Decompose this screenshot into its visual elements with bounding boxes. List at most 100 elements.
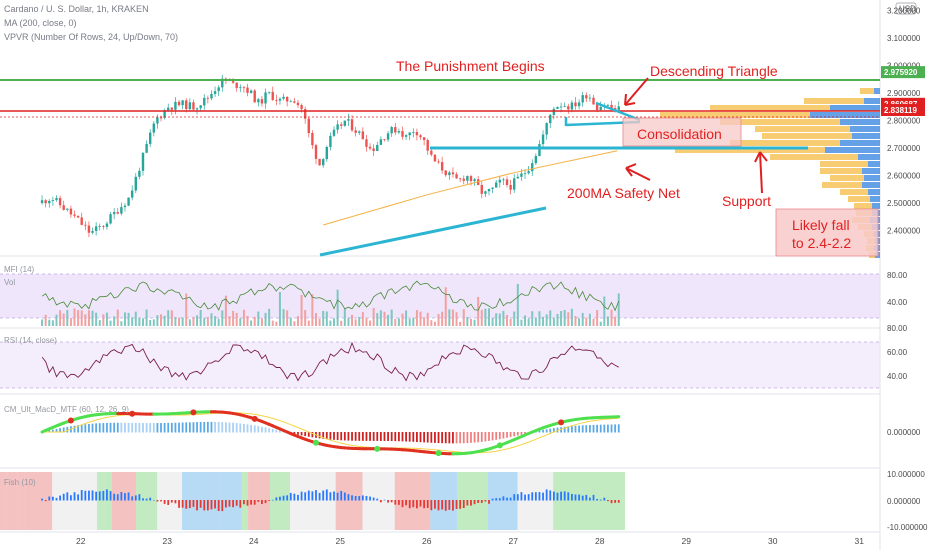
volume-bar	[278, 292, 281, 326]
macd-bar	[542, 429, 544, 433]
volume-bar	[289, 317, 292, 326]
macd-bar	[170, 422, 173, 433]
macd-axis-tick: 0.000000	[887, 428, 921, 437]
volume-bar	[408, 318, 411, 326]
candle	[455, 172, 458, 179]
vpvr-row	[830, 175, 880, 181]
volume-bar	[426, 312, 429, 326]
macd-bar	[405, 432, 407, 442]
fish-bar	[589, 497, 591, 501]
volume-bar	[484, 308, 487, 326]
macd-bar	[120, 422, 123, 433]
fish-bar	[113, 493, 116, 501]
vpvr-row	[804, 98, 880, 104]
volume-bar	[560, 311, 563, 326]
candle	[592, 94, 595, 105]
vpvr-row	[854, 203, 880, 209]
vpvr-row	[770, 154, 880, 160]
consolidation-label: Consolidation	[637, 126, 722, 142]
price-axis[interactable]: 3.200000 3.100000 3.000000 2.900000 2.800000…	[887, 7, 921, 236]
candle	[606, 103, 610, 107]
fish-band	[52, 472, 98, 530]
volume-bar	[545, 314, 548, 326]
volume-bar	[98, 320, 101, 326]
volume-bar	[585, 317, 588, 326]
title-annotation: The Punishment Begins	[396, 58, 545, 74]
fish-bar	[452, 500, 454, 511]
macd-bar	[91, 423, 94, 433]
fish-bar	[455, 500, 458, 509]
fish-bar	[448, 500, 451, 510]
macd-bar	[304, 432, 307, 437]
macd-bar	[419, 432, 422, 443]
time-axis[interactable]: 22 23 24 25 26 27 28 29 30 31	[76, 536, 864, 546]
candle	[394, 122, 397, 136]
macd-bar	[347, 432, 350, 441]
macd-bar	[318, 432, 321, 439]
macd-bar	[138, 422, 141, 433]
macd-bar	[66, 426, 69, 433]
macd-bar	[416, 432, 418, 442]
macd-bar	[239, 423, 242, 433]
fish-bar	[163, 500, 166, 504]
volume-bar	[246, 316, 249, 326]
fish-bar	[235, 500, 238, 506]
fish-bar	[41, 498, 43, 501]
candle	[563, 102, 566, 108]
fish-band	[104, 472, 112, 530]
vol-label: Vol	[4, 278, 15, 287]
currency-badge-text: USD	[899, 5, 916, 14]
candle	[487, 188, 491, 196]
candle	[451, 167, 455, 178]
volume-bar	[354, 319, 357, 326]
fish-axis-tick: 10.000000	[887, 470, 925, 479]
fish-bar	[484, 500, 487, 502]
macd-bar	[340, 432, 343, 441]
fish-bar	[88, 490, 90, 501]
fish-bar	[51, 496, 54, 501]
volume-bar	[250, 320, 253, 326]
fish-bar	[488, 500, 490, 504]
fish-bar	[333, 491, 335, 501]
candle	[138, 167, 141, 180]
volume-bar	[473, 319, 476, 326]
volume-bar	[340, 320, 343, 326]
macd-bar	[617, 424, 620, 433]
fish-bar	[264, 500, 267, 504]
candle	[574, 97, 577, 110]
fish-bar	[340, 490, 343, 501]
arrow-safety-net	[625, 163, 651, 181]
candle	[293, 97, 296, 104]
fish-bar	[214, 500, 216, 509]
candle	[354, 126, 357, 137]
fish-band	[97, 472, 105, 530]
volume-bar	[487, 308, 490, 326]
support-label: Support	[722, 193, 771, 209]
volume-bar	[502, 310, 505, 326]
candle	[509, 179, 512, 195]
macd-bar	[228, 422, 231, 433]
candle	[376, 141, 379, 152]
macd-bar	[516, 432, 519, 436]
vpvr-row	[675, 147, 880, 153]
macd-bar	[214, 421, 216, 433]
volume-bar	[123, 312, 126, 326]
macd-bar	[585, 425, 588, 433]
fish-bar	[434, 500, 436, 509]
vpvr-row	[720, 119, 880, 125]
time-tick: 28	[595, 536, 605, 546]
volume-bar	[318, 318, 321, 326]
candle	[473, 178, 476, 186]
fish-bar	[513, 494, 516, 501]
fish-bar	[307, 490, 310, 501]
currency-badge[interactable]: USD	[895, 2, 917, 15]
macd-bar	[55, 428, 58, 433]
candle	[567, 103, 570, 114]
fish-bar	[318, 492, 321, 501]
candle	[134, 173, 137, 194]
rsi-line	[41, 341, 619, 382]
fish-band	[220, 472, 242, 530]
fish-band	[582, 472, 623, 530]
fish-bar	[160, 500, 162, 502]
